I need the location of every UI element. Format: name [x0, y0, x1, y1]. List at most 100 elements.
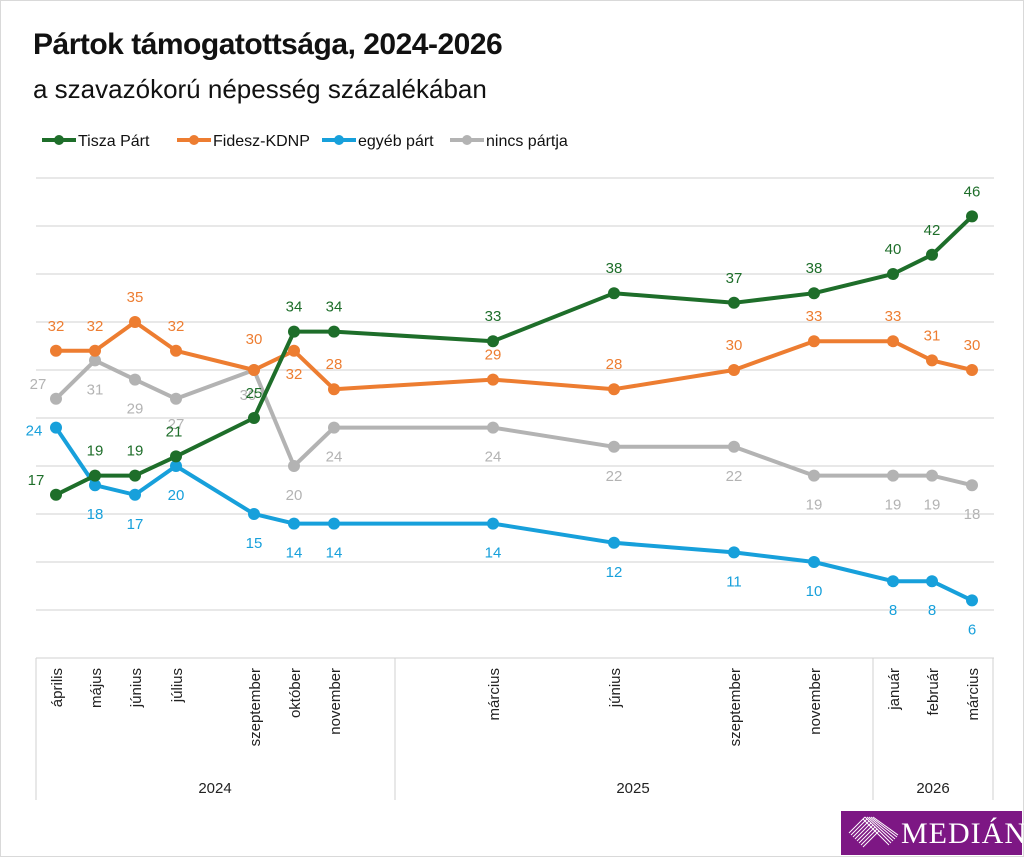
data-label-fidesz-kdnp: 30	[726, 337, 743, 354]
data-point-egyeb-part	[808, 556, 820, 568]
data-point-tisza-part	[89, 469, 101, 482]
data-label-fidesz-kdnp: 33	[806, 308, 823, 325]
data-label-egyeb-part: 17	[127, 516, 144, 533]
data-label-tisza-part: 37	[726, 270, 743, 287]
data-label-nincs-partja: 19	[924, 497, 941, 514]
data-point-fidesz-kdnp	[288, 344, 300, 357]
legend-marker-fidesz-kdnp	[189, 135, 199, 145]
legend-marker-egyeb-part	[334, 135, 344, 145]
data-point-tisza-part	[808, 287, 820, 300]
x-tick-label: június	[607, 668, 624, 708]
data-label-tisza-part: 46	[964, 183, 981, 200]
x-tick-label: november	[807, 668, 824, 735]
x-tick-label: február	[925, 668, 942, 716]
data-label-egyeb-part: 6	[968, 621, 976, 638]
legend-marker-tisza-part	[54, 135, 64, 145]
series-line-tisza-part	[55, 214, 974, 497]
logo-text: MEDIÁN	[901, 817, 1024, 850]
data-label-fidesz-kdnp: 32	[286, 366, 303, 383]
data-label-tisza-part: 34	[326, 299, 343, 316]
data-label-tisza-part: 34	[286, 299, 303, 316]
data-label-nincs-partja: 22	[726, 468, 743, 485]
data-point-egyeb-part	[966, 594, 978, 607]
data-point-fidesz-kdnp	[328, 383, 340, 396]
data-label-fidesz-kdnp: 30	[246, 331, 263, 348]
data-point-egyeb-part	[728, 546, 740, 559]
data-label-tisza-part: 19	[127, 443, 144, 460]
data-point-egyeb-part	[89, 479, 101, 492]
data-point-fidesz-kdnp	[170, 344, 182, 357]
data-label-fidesz-kdnp: 32	[48, 318, 65, 335]
data-point-tisza-part	[129, 469, 141, 482]
data-label-nincs-partja: 27	[30, 376, 47, 393]
data-point-nincs-partja	[50, 392, 62, 405]
logo-mark-icon	[848, 816, 899, 848]
data-point-fidesz-kdnp	[50, 344, 62, 357]
data-point-egyeb-part	[487, 517, 499, 530]
data-point-tisza-part	[966, 210, 978, 223]
data-point-tisza-part	[926, 248, 938, 261]
year-label: 2024	[198, 780, 231, 797]
data-label-tisza-part: 25	[246, 385, 263, 402]
x-tick-label: január	[886, 668, 903, 711]
data-point-tisza-part	[288, 325, 300, 338]
data-point-egyeb-part	[608, 536, 620, 549]
data-label-fidesz-kdnp: 28	[326, 356, 343, 373]
x-tick-label: november	[327, 668, 344, 735]
legend-label: Fidesz-KDNP	[213, 133, 310, 150]
data-label-egyeb-part: 20	[168, 487, 185, 504]
data-point-nincs-partja	[487, 421, 499, 434]
x-tick-label: március	[965, 668, 982, 721]
data-label-nincs-partja: 18	[964, 506, 981, 523]
data-label-fidesz-kdnp: 35	[127, 289, 144, 306]
data-point-nincs-partja	[170, 392, 182, 405]
data-point-egyeb-part	[248, 508, 260, 520]
data-label-nincs-partja: 24	[485, 449, 502, 466]
data-label-fidesz-kdnp: 33	[885, 308, 902, 325]
data-point-nincs-partja	[887, 469, 899, 482]
data-point-egyeb-part	[288, 517, 300, 530]
chart-subtitle: a szavazókorú népesség százalékában	[33, 74, 487, 104]
data-label-fidesz-kdnp: 32	[87, 318, 104, 335]
data-point-fidesz-kdnp	[887, 335, 899, 348]
legend-marker-nincs-partja	[462, 135, 472, 145]
data-point-nincs-partja	[328, 421, 340, 434]
data-point-fidesz-kdnp	[129, 316, 141, 328]
data-point-nincs-partja	[728, 440, 740, 453]
data-point-nincs-partja	[89, 354, 101, 367]
data-label-fidesz-kdnp: 28	[606, 356, 623, 373]
data-label-tisza-part: 38	[606, 260, 623, 277]
x-tick-label: május	[88, 668, 105, 708]
data-point-tisza-part	[487, 335, 499, 348]
legend-label: nincs pártja	[486, 133, 568, 150]
data-point-tisza-part	[608, 287, 620, 300]
data-label-nincs-partja: 29	[127, 401, 144, 418]
data-point-tisza-part	[328, 325, 340, 338]
data-point-fidesz-kdnp	[248, 364, 260, 376]
year-label: 2025	[616, 780, 649, 797]
data-label-tisza-part: 17	[28, 472, 45, 489]
x-tick-label: március	[486, 668, 503, 721]
data-point-tisza-part	[248, 412, 260, 424]
data-label-tisza-part: 42	[924, 222, 941, 239]
data-point-egyeb-part	[328, 517, 340, 530]
data-label-egyeb-part: 10	[806, 583, 823, 600]
data-point-tisza-part	[728, 296, 740, 309]
data-point-egyeb-part	[926, 575, 938, 588]
median-logo: MEDIÁN	[841, 811, 1024, 855]
data-label-egyeb-part: 14	[485, 545, 502, 562]
data-label-tisza-part: 38	[806, 260, 823, 277]
data-point-fidesz-kdnp	[728, 364, 740, 376]
data-label-nincs-partja: 19	[885, 497, 902, 514]
data-label-nincs-partja: 30	[240, 387, 257, 404]
x-tick-label: szeptember	[727, 668, 744, 746]
data-point-fidesz-kdnp	[608, 383, 620, 396]
data-label-fidesz-kdnp: 32	[168, 318, 185, 335]
data-label-egyeb-part: 8	[889, 602, 897, 619]
data-label-tisza-part: 21	[166, 423, 183, 440]
data-label-egyeb-part: 15	[246, 535, 263, 552]
legend-label: Tisza Párt	[78, 133, 150, 150]
x-tick-label: június	[128, 668, 145, 708]
year-label: 2026	[916, 780, 949, 797]
